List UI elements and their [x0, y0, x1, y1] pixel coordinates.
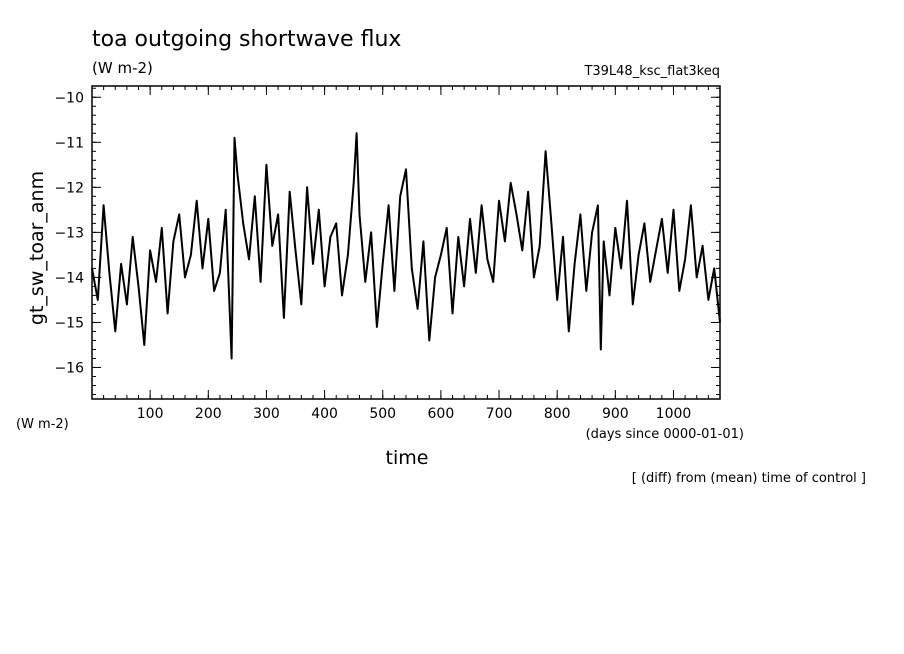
x-tick-label: 400 [311, 406, 338, 422]
x-tick-label: 1000 [656, 406, 692, 422]
plot-frame [91, 85, 721, 400]
x-tick-label: 100 [137, 406, 164, 422]
x-tick-label: 800 [544, 406, 571, 422]
y-tick-label: −14 [54, 270, 84, 286]
x-axis-label: time [386, 447, 429, 469]
x-tick-label: 700 [486, 406, 513, 422]
x-tick-label: 200 [195, 406, 222, 422]
y-tick-label: −13 [54, 225, 84, 241]
x-axis-units: (days since 0000-01-01) [586, 427, 744, 442]
plot-area: 100 200 300 400 500 600 700 800 900 1000 −10 −11 −12… [54, 85, 721, 422]
y-tick-label: −15 [54, 315, 84, 331]
footnote: [ (diff) from (mean) time of control ] [632, 471, 866, 486]
y-tick-label: −12 [54, 180, 84, 196]
chart-units: (W m-2) [92, 59, 153, 77]
y-tick-label: −10 [54, 90, 84, 106]
y-tick-label: −16 [54, 360, 84, 376]
y-axis-label: gt_sw_toar_anm [26, 171, 48, 325]
x-tick-label: 900 [602, 406, 629, 422]
chart-title: toa outgoing shortwave flux [92, 27, 401, 52]
series-line [91, 132, 721, 360]
y-axis-units: (W m-2) [16, 417, 69, 432]
run-label: T39L48_ksc_flat3keq [583, 64, 720, 79]
x-tick-label: 500 [369, 406, 396, 422]
x-tick-label: 600 [428, 406, 455, 422]
y-tick-label: −11 [54, 135, 84, 151]
x-tick-label: 300 [253, 406, 280, 422]
